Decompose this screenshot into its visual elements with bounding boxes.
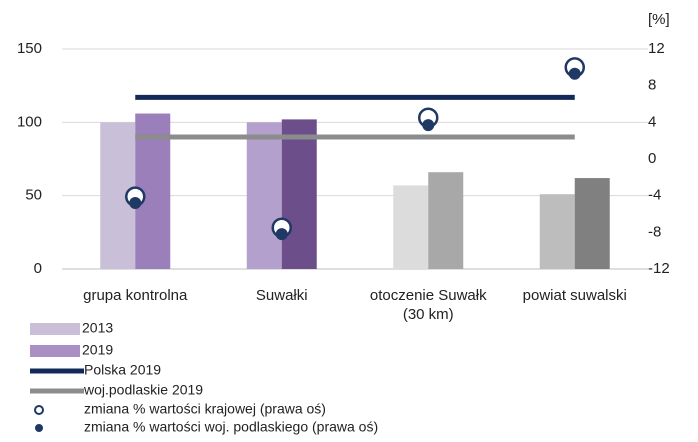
y-tick-label: 0 <box>34 260 42 277</box>
y-tick-label: 100 <box>17 113 42 130</box>
x-tick-label: powiat suwalski <box>522 287 627 304</box>
x-tick-label: grupa kontrolna <box>83 287 188 304</box>
y-tick-label: 150 <box>17 40 42 57</box>
legend-swatch <box>35 424 43 432</box>
legend-label: zmiana % wartości krajowej (prawa oś) <box>84 401 326 417</box>
legend-swatch <box>34 405 44 415</box>
y2-unit: [%] <box>648 11 670 28</box>
legend-label: zmiana % wartości woj. podlaskiego (praw… <box>84 419 378 435</box>
y2-tick-label: -12 <box>648 260 670 277</box>
y-tick-label: 50 <box>25 187 42 204</box>
legend-swatch <box>30 323 80 335</box>
legend-label: Polska 2019 <box>84 362 161 378</box>
x-tick-label: otoczenie Suwałk (30 km) <box>369 287 487 323</box>
bar <box>539 194 575 269</box>
legend-label: 2013 <box>82 320 113 336</box>
y2-tick-label: 12 <box>648 40 665 57</box>
legend-label: woj.podlaskie 2019 <box>83 382 203 398</box>
legend-label: 2019 <box>82 342 113 358</box>
y2-tick-label: -4 <box>648 187 661 204</box>
filled-marker <box>129 197 142 209</box>
y2-tick-label: 8 <box>648 77 656 94</box>
x-tick-label: Suwałki <box>255 287 308 304</box>
legend-swatch <box>30 345 80 357</box>
y2-tick-label: 4 <box>648 113 656 130</box>
filled-marker <box>568 67 581 80</box>
bar <box>246 122 282 269</box>
filled-marker <box>422 119 435 132</box>
y2-tick-label: 0 <box>648 150 656 167</box>
filled-marker <box>275 228 288 241</box>
bar <box>281 119 317 270</box>
bar <box>428 172 464 269</box>
y2-tick-label: -8 <box>648 223 661 240</box>
bar <box>574 178 610 269</box>
bar <box>393 185 429 269</box>
